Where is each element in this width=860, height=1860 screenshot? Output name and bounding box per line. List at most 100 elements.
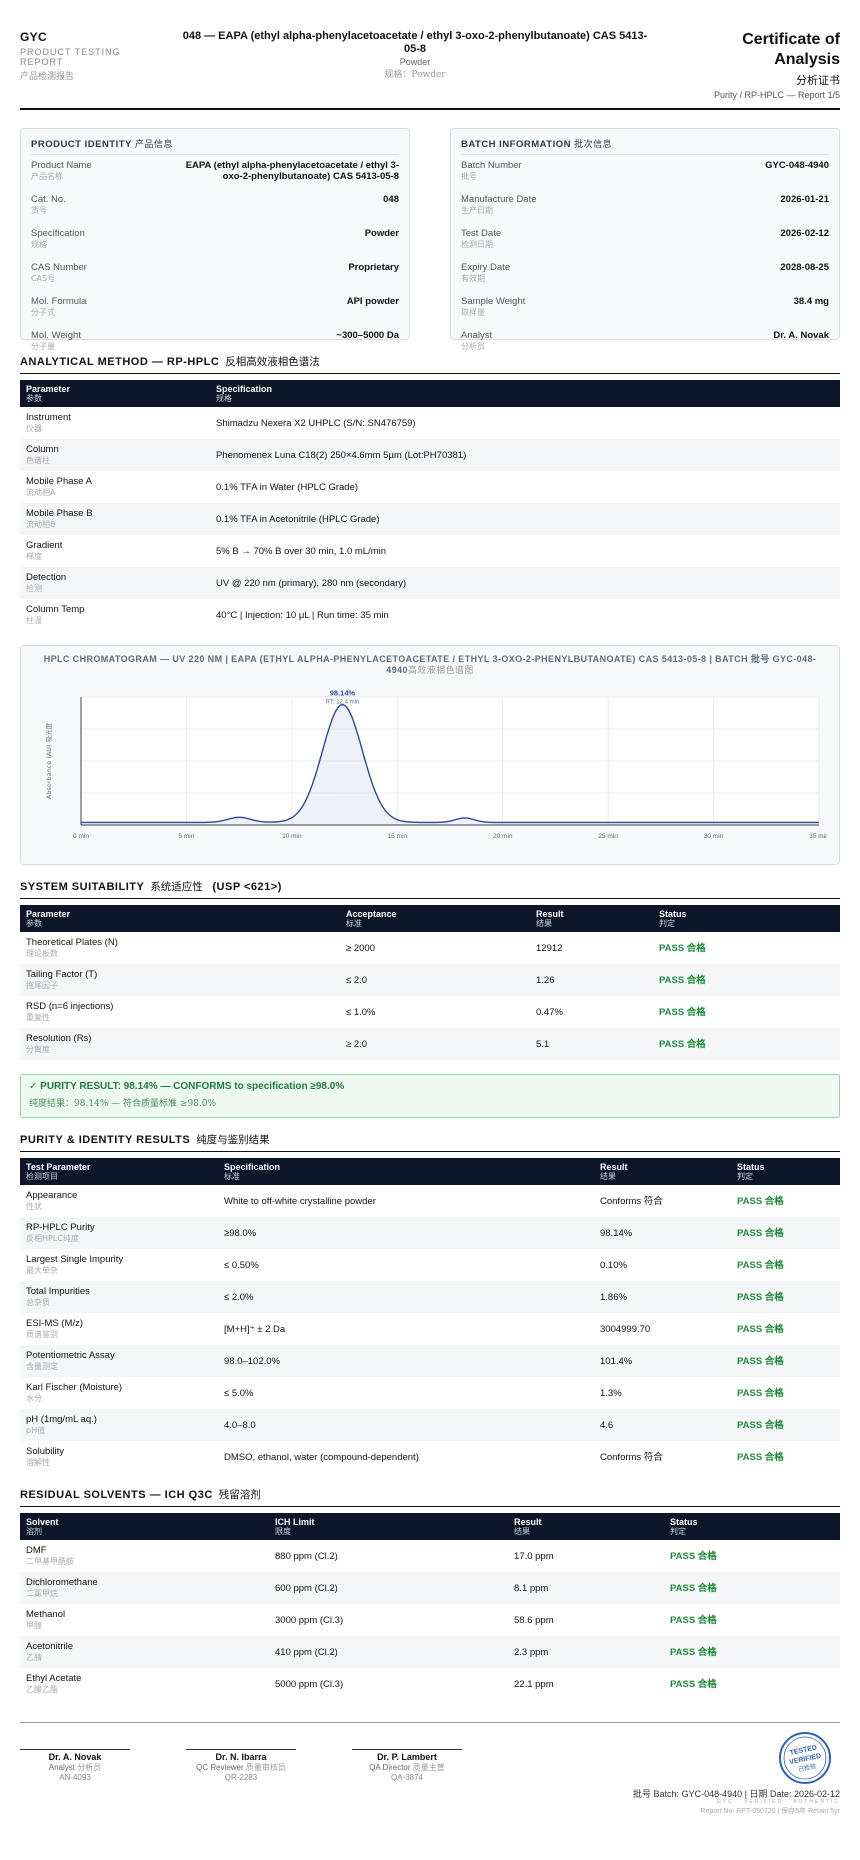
info-value: 048 (383, 194, 399, 205)
specification-cell: 98.0–102.0% (218, 1345, 594, 1377)
signature-role-cn: 质量审核员 (245, 1763, 286, 1772)
product-heading: 048 — EAPA (ethyl alpha-phenylacetoaceta… (175, 30, 655, 80)
results-table: Test Parameter 检测项目 Specification 标准 Result 结… (20, 1158, 840, 1473)
status-cell: PASS 合格 (664, 1540, 840, 1572)
limit-cell: 880 ppm (Cl.2) (275, 1550, 338, 1562)
section-title: SYSTEM SUITABILITY 系统适应性 (USP <621>) (20, 879, 840, 899)
result-cell: 0.47% (536, 1006, 563, 1018)
status-cell: PASS 合格 (653, 932, 840, 964)
column-header-cn: 标准 (346, 919, 362, 928)
column-header-cn: 判定 (737, 1172, 753, 1181)
table-row: Acetonitrile 乙腈 410 ppm (Cl.2) 2.3 ppm PASS … (20, 1636, 840, 1668)
result-cell: 17.0 ppm (514, 1550, 554, 1562)
panel-title: BATCH INFORMATION 批次信息 (461, 137, 829, 155)
table-row: Mobile Phase B 流动相B 0.1% TFA in Acetonitri… (20, 503, 840, 535)
info-value: 2026-01-21 (780, 194, 829, 205)
info-label-cn: 分子量 (31, 342, 55, 351)
pass-badge: PASS 合格 (737, 1227, 784, 1239)
parameter-cell-cn: 含量测定 (26, 1362, 58, 1371)
parameter-cell-cn: 梯度 (26, 552, 42, 561)
solvent-cell-cn: 乙酸乙酯 (26, 1685, 58, 1694)
table-row: Solubility 溶解性 DMSO, ethanol, water (compo… (20, 1441, 840, 1473)
status-cell: PASS 合格 (731, 1217, 840, 1249)
parameter-cell: Mobile Phase B 流动相B (20, 503, 210, 535)
x-tick-label: 5 min (178, 833, 194, 840)
pass-badge: PASS 合格 (670, 1614, 717, 1626)
x-tick-label: 35 min (809, 833, 827, 840)
column-header: Acceptance 标准 (340, 905, 530, 932)
info-row: Sample Weight 取样量 38.4 mg (461, 291, 829, 325)
signature-id: AN-4093 (59, 1773, 91, 1782)
specification-cell: Shimadzu Nexera X2 UHPLC (S/N: SN476759) (216, 417, 416, 429)
parameter-cell-cn: 仪器 (26, 424, 42, 433)
result-cell: 2.3 ppm (508, 1636, 664, 1668)
purity-result-text: ✓ PURITY RESULT: 98.14% — CONFORMS to sp… (29, 1081, 345, 1092)
info-row: Manufacture Date 生产日期 2026-01-21 (461, 189, 829, 223)
column-header: Status 判定 (731, 1158, 840, 1185)
parameter-cell-cn: 反相HPLC纯度 (26, 1234, 79, 1243)
table-row: Largest Single Impurity 最大单杂 ≤ 0.50% 0.10% P… (20, 1249, 840, 1281)
info-value: ~300–5000 Da (336, 330, 399, 341)
column-header: Solvent 溶剂 (20, 1513, 269, 1540)
certificate-title: Certificate of Analysis (742, 31, 840, 68)
column-header-cn: 检测项目 (26, 1172, 58, 1181)
parameter-cell-cn: 溶解性 (26, 1458, 50, 1467)
x-tick-label: 10 min (282, 833, 302, 840)
info-label: Manufacture Date 生产日期 (461, 194, 537, 215)
signature-role-cn: 质量主管 (412, 1763, 445, 1772)
table-header-row: Parameter 参数 Specification 规格 (20, 380, 840, 407)
section-title-suffix: (USP <621>) (212, 881, 282, 893)
column-header: Status 判定 (653, 905, 840, 932)
info-value: Powder (364, 228, 399, 239)
document-footer: Dr. A. Novak Analyst 分析员 AN-4093 Dr. N. Iba… (20, 1722, 840, 1815)
result-cell: 101.4% (594, 1345, 731, 1377)
x-tick-label: 15 min (388, 833, 408, 840)
solvent-cell: DMF 二甲基甲酰胺 (20, 1540, 269, 1572)
info-label: Expiry Date 有效期 (461, 262, 511, 283)
purity-result-banner: ✓ PURITY RESULT: 98.14% — CONFORMS to sp… (20, 1074, 840, 1118)
column-header: Test Parameter 检测项目 (20, 1158, 218, 1185)
result-cell: 5.1 (530, 1028, 653, 1060)
result-cell: 1.86% (594, 1281, 731, 1313)
solvent-cell-cn: 乙腈 (26, 1653, 42, 1662)
column-header-cn: 溶剂 (26, 1527, 42, 1536)
info-row: Mol. Weight 分子量 ~300–5000 Da (31, 325, 399, 359)
info-value: EAPA (ethyl alpha-phenylacetoacetate / e… (185, 160, 399, 182)
column-header-cn: 标准 (224, 1172, 240, 1181)
info-label-cn: 货号 (31, 206, 47, 215)
parameter-cell: Karl Fischer (Moisture) 水分 (20, 1377, 218, 1409)
table-row: Appearance 性状 White to off-white crystalli… (20, 1185, 840, 1217)
section-title-cn: 残留溶剂 (218, 1489, 261, 1501)
column-header-cn: 结果 (514, 1527, 530, 1536)
solvent-cell: Methanol 甲醇 (20, 1604, 269, 1636)
parameter-cell: Appearance 性状 (20, 1185, 218, 1217)
column-header: Parameter 参数 (20, 380, 210, 407)
signature-id: QA-3874 (390, 1773, 424, 1782)
column-header: Result 结果 (594, 1158, 731, 1185)
column-header: Result 结果 (508, 1513, 664, 1540)
status-cell: PASS 合格 (664, 1636, 840, 1668)
verified-stamp-icon: TESTED VERIFIED 已检验 (779, 1732, 831, 1784)
specification-cell: Phenomenex Luna C18(2) 250×4.6mm 5μm (Lo… (210, 439, 840, 471)
column-header-cn: 参数 (26, 394, 42, 403)
status-cell: PASS 合格 (731, 1185, 840, 1217)
pass-badge: PASS 合格 (670, 1550, 717, 1562)
info-label-cn: 取样量 (461, 308, 485, 317)
chart-title-cn: 高效液相色谱图 (407, 666, 474, 676)
parameter-cell-cn: pH值 (26, 1426, 46, 1435)
signature: Dr. A. Novak Analyst 分析员 AN-4093 (20, 1749, 130, 1782)
table-row: RP-HPLC Purity 反相HPLC纯度 ≥98.0% 98.14% PASS 合… (20, 1217, 840, 1249)
info-label-cn: 生产日期 (461, 206, 493, 215)
signature-line (186, 1749, 296, 1750)
limit-cell: 3000 ppm (Cl.3) (275, 1614, 344, 1626)
table-body: Appearance 性状 White to off-white crystalli… (20, 1185, 840, 1473)
brand-logo: GYC (20, 30, 47, 44)
parameter-cell: Column 色谱柱 (20, 439, 210, 471)
column-header: ICH Limit 限度 (269, 1513, 508, 1540)
column-header: Result 结果 (530, 905, 653, 932)
x-tick-label: 20 min (493, 833, 513, 840)
result-cell: 12912 (536, 942, 563, 954)
pass-badge: PASS 合格 (737, 1259, 784, 1271)
parameter-cell-cn: 流动相A (26, 488, 56, 497)
info-label-cn: CAS号 (31, 274, 56, 283)
